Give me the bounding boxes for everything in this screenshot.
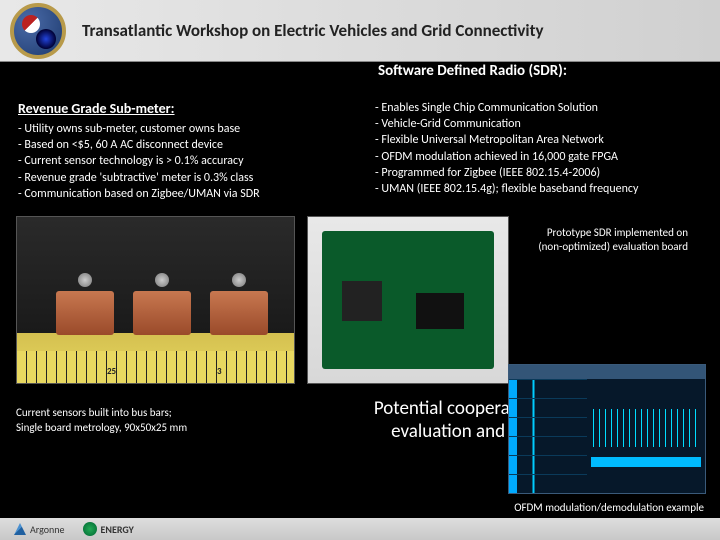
bullet: - Programmed for Zigbee (IEEE 802.15.4-2… [375,165,702,181]
submeter-bullets: - Utility owns sub-meter, customer owns … [18,121,345,202]
energy-logo: ENERGY [83,522,134,536]
spectrum-panel [509,379,587,493]
waveform-panel [587,379,705,493]
bullet: - Current sensor technology is > 0.1% ac… [18,153,345,169]
submeter-column: Revenue Grade Sub-meter: - Utility owns … [18,100,345,202]
busbar-assembly [47,285,277,335]
bullet: - Communication based on Zigbee/UMAN via… [18,186,345,202]
bullet: - OFDM modulation achieved in 16,000 gat… [375,149,702,165]
prototype-caption: Prototype SDR implemented on (non-optimi… [521,226,704,384]
argonne-logo: Argonne [14,523,65,536]
caption-line: Prototype SDR implemented on [521,226,688,240]
eval-board-photo [307,216,509,384]
sdr-column: - Enables Single Chip Communication Solu… [375,100,702,202]
slide-footer: Argonne ENERGY [0,518,720,540]
caption-line: Current sensors built into bus bars; [16,406,236,420]
sdr-bullets: - Enables Single Chip Communication Solu… [375,100,702,197]
ruler-mark: 25 [107,366,116,377]
bullet: - Utility owns sub-meter, customer owns … [18,121,345,137]
bullet: - Enables Single Chip Communication Solu… [375,100,702,116]
sdr-heading: Software Defined Radio (SDR): [378,62,702,80]
pcb-board [322,231,494,369]
bullet: - Revenue grade 'subtractive' meter is 0… [18,170,345,186]
text-columns: Revenue Grade Sub-meter: - Utility owns … [0,86,720,208]
copper-bar [210,291,268,335]
copper-bar [56,291,114,335]
energy-label: ENERGY [101,523,134,536]
argonne-label: Argonne [30,523,65,536]
measuring-tape: 25 3 [17,351,294,383]
scope-toolbar [509,365,705,379]
doe-seal-icon [83,522,97,536]
ofdm-caption: OFDM modulation/demodulation example [514,501,704,514]
ruler-mark: 3 [217,366,222,377]
image-row: 25 3 Prototype SDR implemented on (non-o… [0,208,720,384]
bullet: - Vehicle-Grid Communication [375,116,702,132]
oscilloscope-screenshot [508,364,706,494]
caption-line: (non-optimized) evaluation board [521,240,688,254]
waveform-trace [591,409,701,447]
busbar-caption: Current sensors built into bus bars; Sin… [16,406,236,435]
submeter-heading: Revenue Grade Sub-meter: [18,100,345,117]
copper-bar [133,291,191,335]
bullet: - Flexible Universal Metropolitan Area N… [375,132,702,148]
argonne-icon [14,523,26,535]
caption-line: Single board metrology, 90x50x25 mm [16,421,236,435]
busbar-photo: 25 3 [16,216,295,384]
council-logo [10,3,66,59]
slide-header: Transatlantic Workshop on Electric Vehic… [0,0,720,62]
bullet: - UMAN (IEEE 802.15.4g); flexible baseba… [375,181,702,197]
slide-title: Transatlantic Workshop on Electric Vehic… [82,20,544,41]
bullet: - Based on <$5, 60 A AC disconnect devic… [18,137,345,153]
waveform-trace [591,457,701,467]
scope-panels [509,379,705,493]
